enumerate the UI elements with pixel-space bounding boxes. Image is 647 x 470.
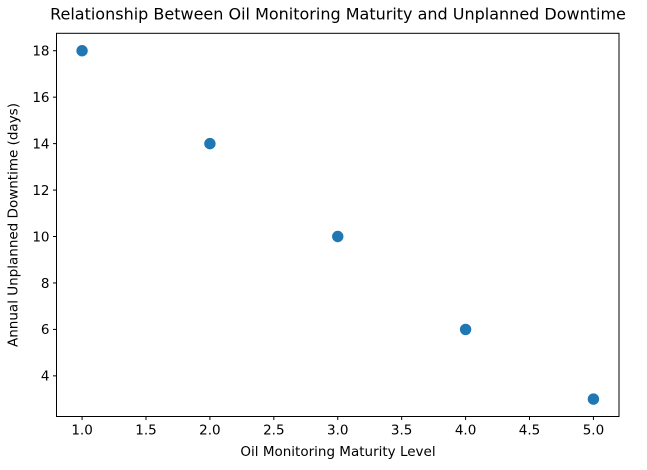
x-tick-label: 1.0	[71, 423, 92, 439]
y-tick-label: 6	[41, 322, 50, 338]
plot-area	[56, 32, 620, 418]
x-tick-label: 4.5	[519, 423, 540, 439]
chart-title: Relationship Between Oil Monitoring Matu…	[50, 5, 626, 24]
y-tick-label: 8	[41, 276, 50, 292]
y-axis-ticks: 4 6 8 10 12 14 16 18	[32, 44, 57, 385]
y-tick-label: 16	[32, 90, 49, 106]
x-tick-label: 4.0	[455, 423, 476, 439]
y-tick-label: 4	[41, 369, 50, 385]
x-tick-label: 2.0	[199, 423, 220, 439]
data-point	[459, 323, 472, 336]
y-tick-label: 12	[32, 183, 49, 199]
points-layer	[76, 45, 600, 405]
x-tick-label: 3.0	[327, 423, 348, 439]
data-point	[587, 393, 600, 405]
data-point	[332, 230, 344, 243]
data-point	[76, 45, 88, 57]
x-tick-label: 5.0	[583, 423, 604, 439]
y-tick-label: 14	[32, 136, 49, 152]
x-tick-label: 3.5	[391, 423, 412, 439]
y-tick-label: 18	[32, 44, 49, 60]
x-axis-label: Oil Monitoring Maturity Level	[240, 444, 435, 460]
y-axis-label: Annual Unplanned Downtime (days)	[6, 103, 22, 347]
x-tick-label: 2.5	[263, 423, 284, 439]
y-tick-label: 10	[32, 229, 49, 245]
x-axis-ticks: 1.0 1.5 2.0 2.5 3.0 3.5 4.0 4.5 5.0	[71, 416, 604, 439]
data-point	[204, 137, 216, 150]
x-tick-label: 1.5	[135, 423, 156, 439]
